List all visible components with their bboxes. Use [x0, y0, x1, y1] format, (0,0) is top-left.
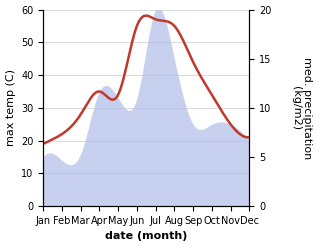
X-axis label: date (month): date (month)	[105, 231, 187, 242]
Y-axis label: max temp (C): max temp (C)	[5, 69, 16, 146]
Y-axis label: med. precipitation
(kg/m2): med. precipitation (kg/m2)	[291, 57, 313, 159]
